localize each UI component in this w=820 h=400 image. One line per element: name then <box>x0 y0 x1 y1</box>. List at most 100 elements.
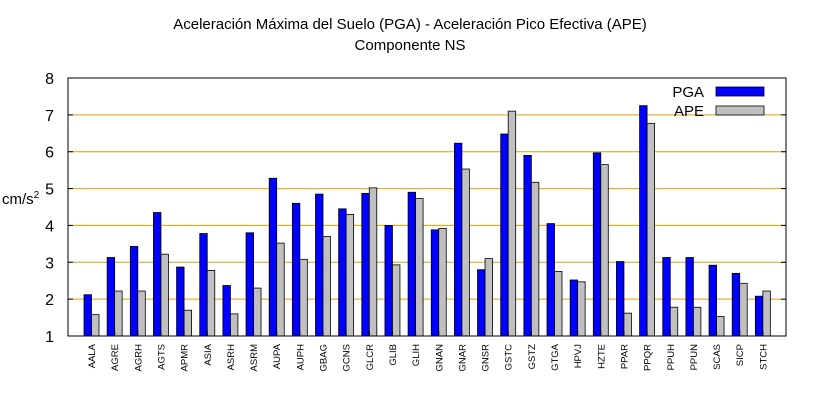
bar-pga-gnsr <box>477 269 486 337</box>
bar-pga-hpvj <box>569 279 579 337</box>
bar-ape-ppqr <box>646 122 655 337</box>
y-tick-label: 7 <box>45 108 54 125</box>
y-tick-label: 1 <box>45 329 54 346</box>
bar-pga-gnan <box>430 229 440 337</box>
x-tick-label: GLIH <box>411 344 422 366</box>
x-tick-label: AGRE <box>110 344 121 371</box>
bar-pga-gstc <box>500 133 509 337</box>
bar-pga-agre <box>106 257 116 337</box>
bar-pga-hzte <box>592 152 602 337</box>
bar-ape-sicp <box>739 282 748 337</box>
bar-ape-aupa <box>276 242 285 337</box>
x-tick-label: GLIB <box>388 344 399 366</box>
x-tick-label: GNAR <box>457 344 468 372</box>
x-tick-label: PPQR <box>643 344 654 371</box>
bar-pga-asrh <box>222 285 231 337</box>
bar-ape-apmr <box>183 309 193 337</box>
x-tick-label: PPAR <box>619 344 630 369</box>
y-tick-label: 6 <box>45 145 54 162</box>
bar-ape-gnar <box>461 168 470 337</box>
bar-ape-agre <box>114 290 123 337</box>
x-tick-label: SICP <box>735 344 746 366</box>
legend-label-pga: PGA <box>672 84 704 101</box>
x-tick-label: ASRH <box>226 344 237 371</box>
bar-pga-gbag <box>315 193 324 337</box>
x-tick-label: AALA <box>87 343 98 368</box>
x-tick-label: STCH <box>758 344 769 370</box>
y-axis-ticks: 1 2 3 4 5 6 7 8 <box>45 71 786 346</box>
chart-title: Aceleración Máxima del Suelo (PGA) - Ace… <box>173 16 647 33</box>
x-tick-label: HZTE <box>596 344 607 369</box>
legend: PGA APE <box>672 84 765 120</box>
bar-pga-ppun <box>685 257 694 337</box>
y-axis-label-text: cm/s <box>2 191 34 208</box>
y-tick-label: 2 <box>45 292 54 309</box>
x-tick-label: HPVJ <box>573 344 584 369</box>
bar-ape-stch <box>762 290 771 337</box>
y-axis-label: cm/s2 <box>2 190 42 250</box>
bar-pga-ppar <box>616 261 625 337</box>
legend-label-ape: APE <box>674 103 704 120</box>
bar-ape-gnsr <box>484 258 493 337</box>
gridlines <box>68 114 786 300</box>
x-tick-label: GCNS <box>342 344 353 371</box>
x-tick-label: GSTZ <box>527 344 538 370</box>
x-tick-label: ASRM <box>249 344 260 372</box>
x-tick-label: GBAG <box>319 344 330 371</box>
bar-pga-aupa <box>268 177 278 337</box>
y-tick-label: 4 <box>45 218 54 235</box>
bar-ape-agrh <box>137 290 146 337</box>
bar-ape-gnan <box>438 227 447 337</box>
legend-swatch-ape <box>715 105 765 116</box>
bar-pga-agts <box>153 212 162 337</box>
y-tick-label: 5 <box>45 182 54 199</box>
y-tick-label: 3 <box>45 255 54 272</box>
x-tick-label: GLCR <box>365 344 376 371</box>
bar-pga-gnar <box>453 142 463 337</box>
legend-swatch-pga <box>715 86 765 97</box>
bar-ape-aala <box>91 314 100 337</box>
bar-ape-gstc <box>507 110 517 337</box>
y-axis-label-superscript: 2 <box>33 190 40 201</box>
x-tick-label: PPUH <box>666 344 677 371</box>
x-tick-label: AUPA <box>272 343 283 369</box>
bar-ape-hzte <box>600 164 609 337</box>
bar-ape-ppar <box>623 312 632 337</box>
chart-subtitle: Componente NS <box>354 37 466 54</box>
bar-ape-hpvj <box>577 281 586 337</box>
bar-ape-gstz <box>530 181 540 337</box>
bar-ape-asrm <box>253 287 262 337</box>
bars <box>83 105 771 337</box>
bar-pga-ppuh <box>662 257 671 337</box>
bar-ape-asrh <box>229 313 239 337</box>
x-tick-label: GTGA <box>550 343 561 371</box>
bar-pga-asrm <box>245 232 254 337</box>
bar-ape-gbag <box>322 236 331 337</box>
bar-ape-asia <box>206 269 216 337</box>
y-tick-label: 8 <box>45 71 54 88</box>
bar-pga-asia <box>199 233 208 337</box>
bar-ape-glih <box>415 198 424 337</box>
bar-ape-scas <box>716 316 725 337</box>
bar-pga-gcns <box>338 208 347 337</box>
bar-pga-gtga <box>546 223 555 337</box>
bar-ape-ppun <box>693 306 702 337</box>
bar-pga-gstz <box>523 154 532 337</box>
bar-ape-gcns <box>345 213 355 337</box>
bar-pga-glih <box>407 191 417 337</box>
bar-ape-glcr <box>368 187 378 337</box>
x-tick-label: APMR <box>180 344 191 372</box>
bar-ape-ppuh <box>669 306 679 337</box>
chart-title-block: Aceleración Máxima del Suelo (PGA) - Ace… <box>0 14 820 56</box>
x-tick-label: GNAN <box>434 344 445 372</box>
bar-pga-auph <box>291 202 301 337</box>
bar-pga-sicp <box>731 272 741 337</box>
bar-ape-gtga <box>554 271 563 337</box>
bar-ape-auph <box>299 258 308 337</box>
bar-ape-agts <box>160 253 169 337</box>
x-tick-label: AGRH <box>133 344 144 372</box>
x-tick-label: AUPH <box>295 344 306 371</box>
bar-ape-glib <box>392 264 401 337</box>
x-axis-ticks: AALA AGRE AGRH AGTS APMR ASIA ASRH ASRM AUPA AUPH… <box>87 331 769 371</box>
